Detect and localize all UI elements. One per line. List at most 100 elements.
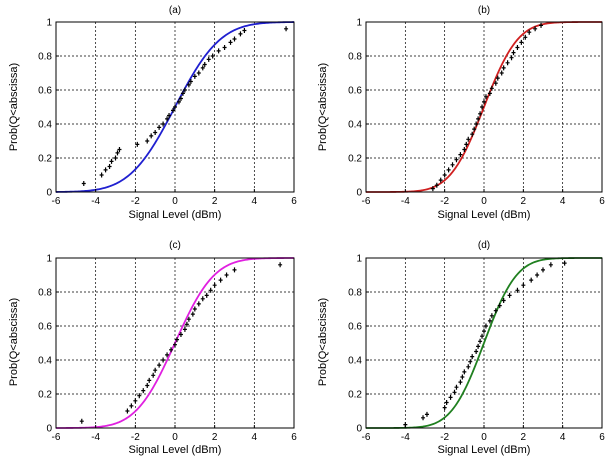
subplot-c: (c) Signal Level (dBm) Prob(Q<abscissa) … (8, 240, 297, 456)
data-point (228, 39, 233, 45)
y-tick-label: 0.2 (38, 390, 52, 401)
data-point (204, 292, 209, 298)
data-point (535, 272, 540, 278)
x-tick-label: 4 (560, 432, 566, 443)
x-tick-label: -4 (91, 196, 100, 207)
data-point (153, 130, 158, 135)
x-tick-label: 6 (291, 432, 297, 443)
data-point (184, 321, 189, 327)
plot-area: -6 -4 -2 0 2 4 6 0 0.2 0.4 0.6 0.8 1 (348, 18, 605, 208)
x-axis-label: Signal Level (dBm) (438, 209, 531, 221)
y-tick-label: 1 (356, 18, 362, 29)
data-point (533, 26, 538, 32)
data-point (186, 82, 191, 88)
data-point (482, 328, 486, 334)
data-point (501, 298, 506, 303)
data-point (474, 349, 479, 354)
data-point (174, 337, 179, 343)
data-point (109, 158, 114, 164)
data-point (476, 116, 481, 122)
y-axis-label: Prob(Q<abscissa) (8, 298, 20, 386)
x-tick-label: 0 (172, 196, 178, 207)
data-point (178, 96, 183, 101)
data-point (171, 107, 176, 113)
data-point (141, 388, 146, 394)
data-point (489, 85, 494, 91)
data-point (434, 182, 439, 188)
data-point (493, 308, 498, 314)
data-point (527, 29, 532, 35)
data-point (165, 352, 170, 358)
data-point (480, 333, 485, 339)
data-point (161, 121, 166, 127)
data-point (515, 287, 520, 293)
data-point (173, 342, 177, 348)
data-point (200, 65, 205, 71)
x-tick-label: -2 (131, 432, 140, 443)
data-point (464, 141, 469, 147)
data-point (474, 121, 479, 127)
y-tick-label: 0.6 (348, 86, 362, 97)
data-point (182, 87, 187, 93)
data-point (483, 94, 488, 100)
subplot-title: (b) (478, 5, 490, 16)
x-tick-label: 6 (599, 432, 605, 443)
x-tick-label: 2 (521, 432, 527, 443)
data-point (232, 36, 237, 42)
data-point (483, 323, 488, 329)
data-point (493, 80, 498, 86)
subplot-a: (a) Signal Level (dBm) Prob(Q<abscissa) … (8, 5, 297, 221)
data-point (145, 383, 150, 388)
data-point (442, 405, 447, 411)
x-tick-label: 2 (521, 196, 527, 207)
x-tick-label: 0 (481, 432, 487, 443)
y-tick-label: 0 (356, 424, 362, 435)
data-point (521, 282, 526, 288)
data-point (238, 31, 243, 37)
data-point (188, 79, 193, 84)
data-point (196, 70, 201, 76)
data-point (515, 45, 520, 50)
data-point (218, 277, 223, 283)
data-point (129, 403, 134, 409)
x-tick-label: 4 (252, 432, 258, 443)
data-point (284, 26, 289, 32)
x-axis-label: Signal Level (dBm) (129, 209, 222, 221)
data-point (478, 338, 483, 344)
data-point (470, 131, 475, 137)
x-tick-label: -4 (401, 196, 410, 207)
x-tick-label: 6 (291, 196, 297, 207)
y-tick-label: 1 (356, 254, 362, 265)
data-point (81, 181, 86, 186)
subplot-d: (d) Signal Level (dBm) Prob(Q<abscissa) … (317, 240, 605, 456)
data-point (192, 306, 197, 312)
y-tick-label: 0.8 (38, 52, 52, 63)
data-point (511, 50, 516, 56)
y-tick-label: 1 (46, 254, 52, 265)
data-point (169, 347, 174, 353)
data-point (466, 136, 471, 142)
data-point (454, 384, 459, 390)
data-point (206, 56, 211, 62)
data-point (438, 177, 443, 183)
data-point (444, 400, 449, 405)
data-point (442, 172, 447, 178)
x-tick-label: -2 (131, 196, 140, 207)
data-point (509, 55, 514, 61)
data-point (478, 111, 483, 117)
data-point (476, 343, 481, 349)
y-tick-label: 0.6 (38, 86, 52, 97)
data-point (224, 272, 229, 278)
y-axis-label: Prob(Q<abscissa) (8, 63, 20, 151)
data-point (173, 104, 177, 110)
data-point (196, 301, 201, 307)
data-point (161, 357, 166, 363)
data-point (115, 150, 120, 156)
data-point (499, 70, 504, 76)
data-point (151, 372, 156, 378)
y-tick-label: 0.2 (38, 154, 52, 165)
data-point (539, 22, 544, 28)
data-point (99, 172, 104, 178)
subplot-b: (b) Signal Level (dBm) Prob(Q<abscissa) … (317, 5, 605, 221)
data-point (472, 126, 477, 132)
